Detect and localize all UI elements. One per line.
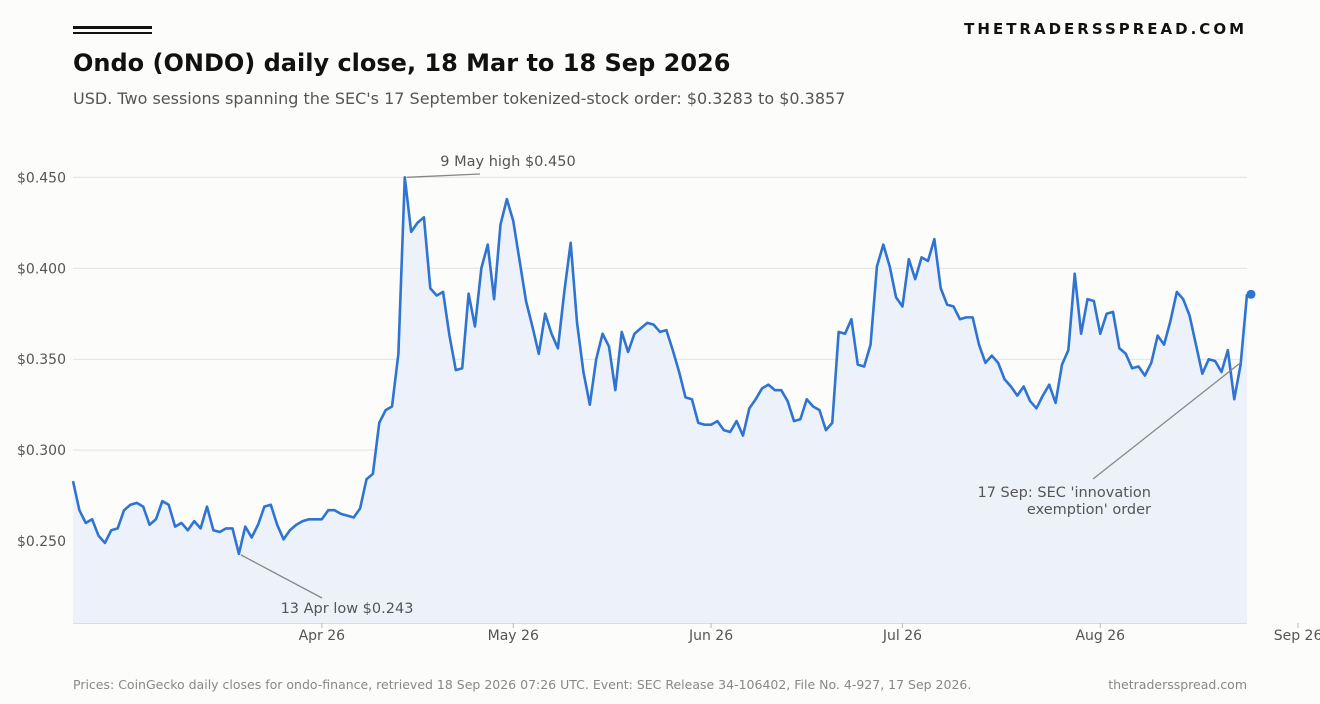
chart-subtitle: USD. Two sessions spanning the SEC's 17 … — [73, 89, 846, 108]
latest-close-dot — [1246, 289, 1256, 299]
high-annotation-label: 9 May high $0.450 — [440, 154, 575, 170]
x-tick-label: Sep 26 — [1274, 628, 1320, 644]
y-tick-label: $0.450 — [17, 170, 66, 186]
low-annotation-label: 13 Apr low $0.243 — [281, 601, 414, 617]
x-tick-label: May 26 — [488, 628, 539, 644]
event-annotation-label-line2: exemption' order — [1027, 502, 1151, 518]
chart-title: Ondo (ONDO) daily close, 18 Mar to 18 Se… — [73, 49, 731, 77]
x-tick-label: Aug 26 — [1075, 628, 1125, 644]
x-tick-label: Jun 26 — [688, 628, 733, 644]
area-fill — [73, 177, 1247, 624]
price-line-group — [71, 175, 1256, 556]
brand-name: THETRADERSSPREAD.COM — [964, 20, 1247, 38]
x-tick-label: Apr 26 — [299, 628, 346, 644]
event-annotation-label-line1: 17 Sep: SEC 'innovation — [978, 485, 1152, 501]
high-annotation-leader — [406, 173, 481, 178]
y-tick-label: $0.300 — [17, 443, 66, 459]
footer-site: thetradersspread.com — [1108, 677, 1247, 692]
y-tick-label: $0.400 — [17, 261, 66, 277]
y-tick-label: $0.250 — [17, 534, 66, 550]
y-tick-label: $0.350 — [17, 352, 66, 368]
footer-source: Prices: CoinGecko daily closes for ondo-… — [73, 677, 972, 692]
x-tick-label: Jul 26 — [882, 628, 922, 644]
price-area — [73, 177, 1247, 624]
event-annotation-leader — [1092, 362, 1242, 480]
low-annotation-leader — [240, 554, 323, 599]
y-axis: $0.250 $0.300 $0.350 $0.400 $0.450 — [17, 170, 66, 550]
top-rule — [73, 26, 152, 34]
price-line — [71, 175, 1249, 556]
annotations: 9 May high $0.450 13 Apr low $0.243 17 Sep… — [240, 154, 1242, 617]
x-axis: Apr 26 May 26 Jun 26 Jul 26 Aug 26 Sep 26 — [299, 623, 1320, 644]
